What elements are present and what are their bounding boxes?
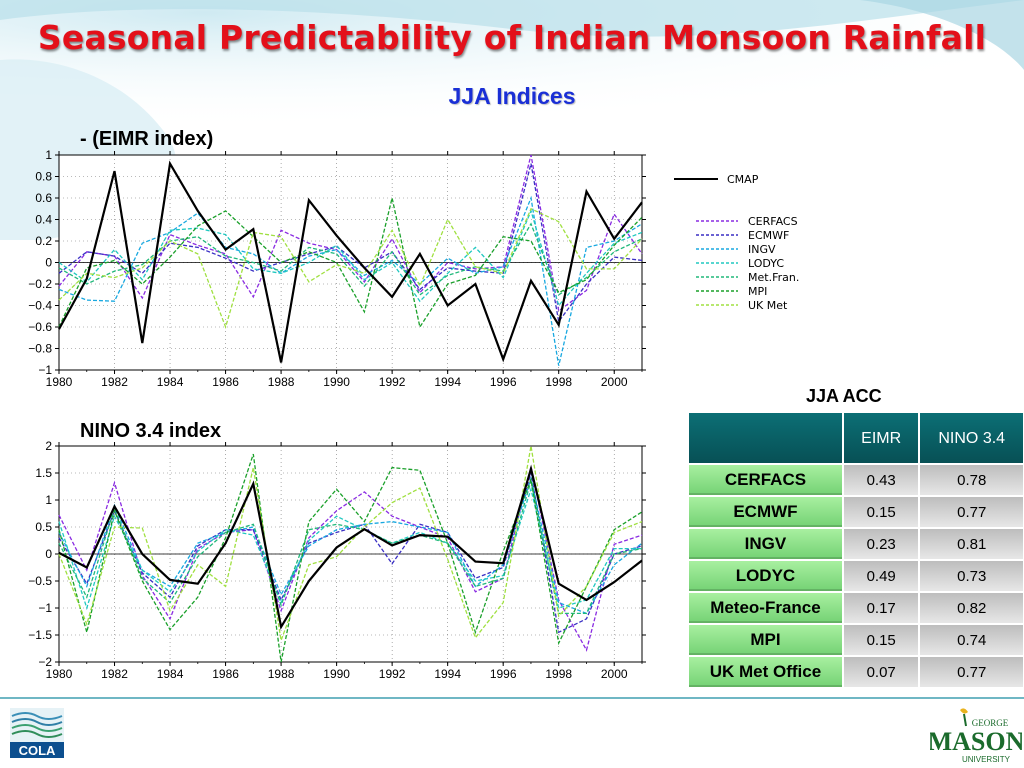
acc-table: EIMR NINO 3.4 CERFACS 0.43 0.78 ECMWF 0.15 0.…: [688, 412, 1024, 688]
acc-table-row: LODYC 0.49 0.73: [688, 560, 1024, 592]
x-tick-label: 1986: [212, 375, 239, 389]
y-tick-label: 0: [45, 256, 52, 270]
eimr-chart-title: - (EIMR index): [80, 128, 214, 150]
acc-row-eimr: 0.07: [842, 656, 920, 688]
x-tick-label: 1994: [434, 375, 461, 389]
gmu-logo-top: GEORGE: [972, 718, 1009, 728]
y-tick-label: 1: [45, 148, 52, 162]
page-title: Seasonal Predictability of Indian Monsoo…: [37, 18, 987, 57]
y-tick-label: −0.2: [28, 277, 52, 291]
acc-row-eimr: 0.15: [842, 496, 920, 528]
footer-divider: [0, 697, 1024, 699]
gmu-logo-bottom: UNIVERSITY: [962, 755, 1011, 764]
acc-row-model: UK Met Office: [688, 656, 843, 688]
y-tick-label: −0.4: [28, 299, 52, 313]
gmu-logo-main: MASON: [930, 727, 1022, 756]
y-tick-label: 0.6: [35, 191, 52, 205]
acc-header-blank: [688, 412, 843, 464]
series-line-cerfacs: [58, 154, 643, 313]
y-tick-label: 0.2: [35, 234, 52, 248]
acc-row-model: LODYC: [688, 560, 843, 592]
acc-table-row: Meteo-France 0.17 0.82: [688, 592, 1024, 624]
acc-row-model: CERFACS: [688, 464, 843, 496]
acc-row-eimr: 0.17: [842, 592, 920, 624]
x-tick-label: 1980: [46, 375, 73, 389]
acc-row-nino: 0.73: [919, 560, 1024, 592]
y-tick-label: 0.4: [35, 213, 52, 227]
acc-row-eimr: 0.49: [842, 560, 920, 592]
nino-chart-title: NINO 3.4 index: [80, 420, 222, 442]
acc-header-nino: NINO 3.4: [919, 412, 1024, 464]
acc-table-header: EIMR NINO 3.4: [688, 412, 1024, 464]
y-tick-label: −1: [38, 363, 52, 377]
acc-row-nino: 0.82: [919, 592, 1024, 624]
cola-logo-text: COLA: [19, 743, 56, 758]
x-tick-label: 1996: [490, 375, 517, 389]
acc-row-nino: 0.81: [919, 528, 1024, 560]
cola-logo: COLA: [10, 708, 64, 758]
y-tick-label: 0.8: [35, 170, 52, 184]
y-tick-label: −0.8: [28, 342, 52, 356]
acc-table-row: INGV 0.23 0.81: [688, 528, 1024, 560]
x-tick-label: 1990: [323, 375, 350, 389]
x-tick-label: 1984: [157, 375, 184, 389]
acc-header-eimr: EIMR: [842, 412, 920, 464]
acc-table-row: MPI 0.15 0.74: [688, 624, 1024, 656]
acc-table-row: CERFACS 0.43 0.78: [688, 464, 1024, 496]
x-tick-label: 1998: [545, 375, 572, 389]
x-tick-label: 1982: [101, 375, 128, 389]
acc-table-row: ECMWF 0.15 0.77: [688, 496, 1024, 528]
series-line-cmap: [58, 160, 643, 363]
acc-row-nino: 0.77: [919, 496, 1024, 528]
acc-row-eimr: 0.23: [842, 528, 920, 560]
acc-row-nino: 0.78: [919, 464, 1024, 496]
x-tick-label: 1992: [379, 375, 406, 389]
acc-row-eimr: 0.15: [842, 624, 920, 656]
x-tick-label: 2000: [601, 375, 628, 389]
x-tick-label: 1988: [268, 375, 295, 389]
acc-row-model: MPI: [688, 624, 843, 656]
acc-row-model: Meteo-France: [688, 592, 843, 624]
acc-row-nino: 0.77: [919, 656, 1024, 688]
acc-table-title: JJA ACC: [806, 386, 882, 406]
gmu-logo: GEORGE MASON UNIVERSITY: [930, 708, 1022, 764]
acc-row-eimr: 0.43: [842, 464, 920, 496]
acc-row-model: INGV: [688, 528, 843, 560]
y-tick-label: −0.6: [28, 320, 52, 334]
page-subtitle: JJA Indices: [448, 83, 576, 109]
acc-table-row: UK Met Office 0.07 0.77: [688, 656, 1024, 688]
acc-row-model: ECMWF: [688, 496, 843, 528]
acc-row-nino: 0.74: [919, 624, 1024, 656]
